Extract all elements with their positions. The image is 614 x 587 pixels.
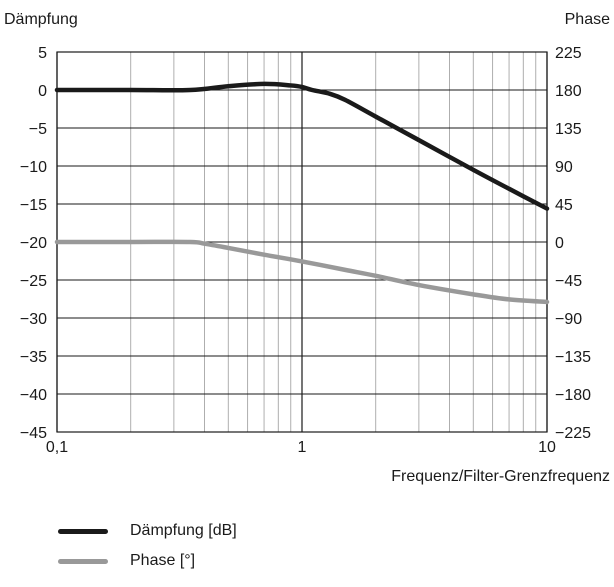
right-tick-label: −180 [555,387,591,404]
legend-item-phase: Phase [°] [58,546,237,576]
left-tick-label: −20 [20,235,47,252]
left-tick-label: −30 [20,311,47,328]
right-tick-labels: 225 180 135 90 45 0 −45 −90 −135 −180 −225 [555,45,591,442]
right-axis-label: Phase [565,11,610,28]
x-axis-label: Frequenz/Filter-Grenzfrequenz [391,468,610,485]
right-tick-label: −90 [555,311,582,328]
right-tick-label: −45 [555,273,582,290]
left-tick-label: −35 [20,349,47,366]
left-axis-label: Dämpfung [4,11,78,28]
left-tick-label: −45 [20,425,47,442]
legend-swatch-daempfung [58,528,108,534]
left-tick-label: −40 [20,387,47,404]
right-tick-label: 45 [555,197,573,214]
left-tick-label: −15 [20,197,47,214]
right-tick-label: 180 [555,83,582,100]
phase-series-line [54,239,550,305]
x-tick-labels: 0,1 1 10 [46,439,556,456]
left-tick-label: 0 [38,83,47,100]
left-tick-label: −25 [20,273,47,290]
right-tick-label: −135 [555,349,591,366]
legend: Dämpfung [dB] Phase [°] [58,516,237,576]
legend-label-phase: Phase [°] [130,552,196,569]
bode-chart: 5 0 −5 −10 −15 −20 −25 −30 −35 −40 −45 225 180 135 90… [4,11,610,485]
right-tick-label: 0 [555,235,564,252]
x-tick-label: 10 [538,439,556,456]
left-tick-labels: 5 0 −5 −10 −15 −20 −25 −30 −35 −40 −45 [20,45,47,442]
legend-label-daempfung: Dämpfung [dB] [130,522,237,539]
legend-item-daempfung: Dämpfung [dB] [58,516,237,546]
legend-swatch-phase [58,558,108,564]
right-tick-label: 225 [555,45,582,62]
right-tick-label: 90 [555,159,573,176]
left-tick-label: −5 [29,121,47,138]
x-tick-label: 1 [298,439,307,456]
series-layer [54,81,550,305]
x-tick-label: 0,1 [46,439,68,456]
right-tick-label: 135 [555,121,582,138]
right-tick-label: −225 [555,425,591,442]
daempfung-series-line [54,81,550,211]
left-tick-label: 5 [38,45,47,62]
left-tick-label: −10 [20,159,47,176]
